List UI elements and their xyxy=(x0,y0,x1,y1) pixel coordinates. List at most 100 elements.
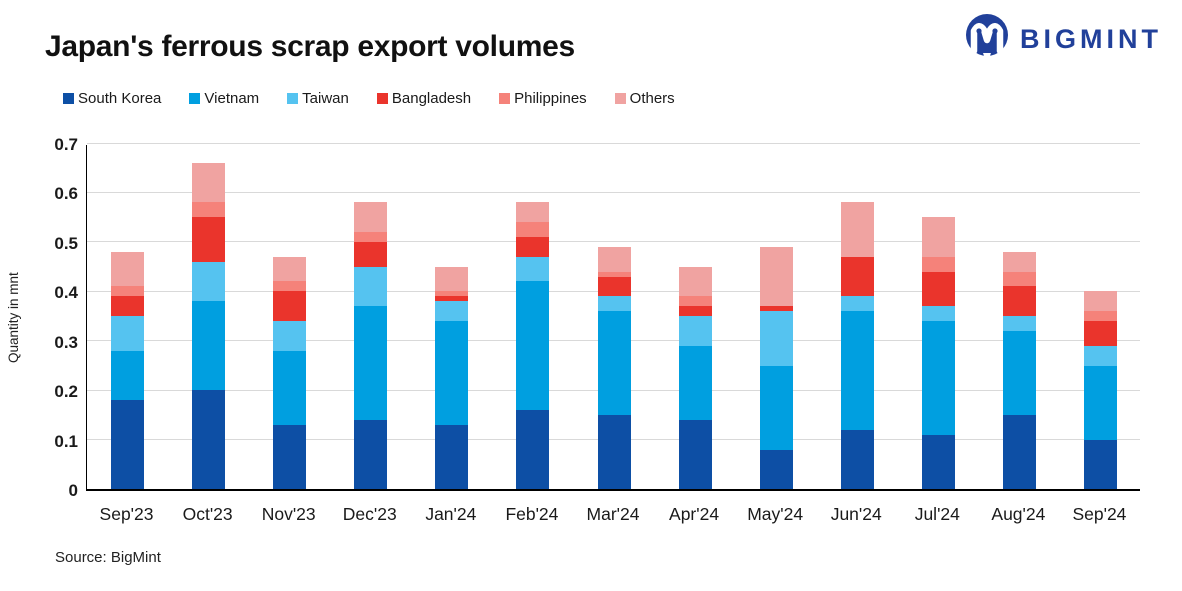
bar-segment-south-korea xyxy=(759,449,793,489)
legend-label: South Korea xyxy=(78,90,162,107)
bar-sep-23 xyxy=(111,251,145,489)
bar-sep-24 xyxy=(1083,291,1117,489)
bar-segment-others xyxy=(111,251,145,287)
bar-segment-philippines xyxy=(597,271,631,277)
x-tick-label: Apr'24 xyxy=(669,504,720,524)
y-tick-label: 0.1 xyxy=(54,431,78,451)
bar-segment-south-korea xyxy=(273,424,307,489)
x-tick-label: Sep'24 xyxy=(1072,504,1127,524)
bar-segment-bangladesh xyxy=(759,306,793,312)
x-tick-label: May'24 xyxy=(747,504,804,524)
bar-segment-taiwan xyxy=(597,296,631,312)
bar-segment-philippines xyxy=(111,286,145,297)
x-tick-label: Nov'23 xyxy=(261,504,316,524)
y-tick-label: 0.7 xyxy=(54,135,78,154)
bar-segment-others xyxy=(597,246,631,272)
y-tick-label: 0.3 xyxy=(54,332,78,352)
legend-item-philippines: Philippines xyxy=(499,90,587,107)
bar-segment-vietnam xyxy=(597,311,631,415)
legend-item-south-korea: South Korea xyxy=(63,90,161,107)
x-tick-label: Feb'24 xyxy=(505,504,559,524)
bar-mar-24 xyxy=(597,246,631,489)
bar-segment-bangladesh xyxy=(1083,321,1117,346)
bar-segment-taiwan xyxy=(840,296,874,312)
legend-item-taiwan: Taiwan xyxy=(287,90,349,107)
legend-swatch xyxy=(614,93,626,104)
y-tick-label: 0.5 xyxy=(54,233,78,253)
bar-segment-taiwan xyxy=(273,320,307,351)
bar-segment-others xyxy=(435,266,469,292)
bar-segment-others xyxy=(840,202,874,257)
bar-segment-bangladesh xyxy=(435,296,469,302)
bar-segment-south-korea xyxy=(921,434,955,489)
legend-swatch xyxy=(63,93,74,104)
bigmint-logo-text: BIGMINT xyxy=(1020,23,1162,54)
bar-segment-bangladesh xyxy=(516,236,550,257)
bar-segment-vietnam xyxy=(273,350,307,425)
bar-segment-taiwan xyxy=(1083,345,1117,366)
x-tick-label: Oct'23 xyxy=(182,504,233,524)
y-tick-label: 0.2 xyxy=(54,382,78,402)
bar-segment-south-korea xyxy=(1002,414,1036,489)
bar-segment-vietnam xyxy=(111,350,145,400)
chart-legend: South Korea Vietnam Taiwan Bangladesh Philip… xyxy=(63,90,675,107)
y-tick-label: 0.4 xyxy=(54,283,78,303)
bar-segment-south-korea xyxy=(435,424,469,489)
legend-swatch xyxy=(287,93,299,104)
bar-segment-vietnam xyxy=(435,320,469,425)
bar-segment-philippines xyxy=(1002,271,1036,287)
bar-segment-taiwan xyxy=(921,306,955,321)
bar-segment-others xyxy=(921,217,955,257)
bar-segment-philippines xyxy=(921,256,955,272)
plot-area xyxy=(86,142,1140,491)
bar-segment-bangladesh xyxy=(678,306,712,317)
bar-jul-24 xyxy=(921,217,955,489)
legend-item-others: Others xyxy=(614,90,675,107)
bar-jan-24 xyxy=(435,266,469,489)
bar-segment-others xyxy=(1083,291,1117,312)
bar-segment-others xyxy=(1002,251,1036,272)
y-tick-label: 0.6 xyxy=(54,184,78,204)
bar-segment-bangladesh xyxy=(273,291,307,321)
bar-segment-philippines xyxy=(354,232,388,242)
bar-segment-bangladesh xyxy=(840,256,874,297)
bar-segment-south-korea xyxy=(1083,439,1117,489)
bar-dec-23 xyxy=(354,202,388,489)
legend-label: Vietnam xyxy=(204,90,260,107)
bar-segment-south-korea xyxy=(840,429,874,489)
bar-segment-philippines xyxy=(273,281,307,292)
x-tick-label: Jun'24 xyxy=(830,504,882,524)
bar-segment-south-korea xyxy=(678,419,712,489)
bar-segment-vietnam xyxy=(840,311,874,430)
bar-segment-philippines xyxy=(435,291,469,297)
gridline xyxy=(87,241,1140,243)
bar-segment-vietnam xyxy=(921,320,955,435)
legend-label: Philippines xyxy=(514,90,587,107)
bar-segment-bangladesh xyxy=(192,217,226,262)
bar-segment-vietnam xyxy=(1083,365,1117,440)
gridline xyxy=(87,142,1140,144)
bar-segment-taiwan xyxy=(759,311,793,366)
legend-swatch xyxy=(499,93,511,104)
bar-segment-philippines xyxy=(1083,311,1117,322)
bar-segment-others xyxy=(759,246,793,307)
bar-feb-24 xyxy=(516,202,550,489)
bar-segment-others xyxy=(192,162,226,203)
bar-apr-24 xyxy=(678,266,712,489)
bar-segment-bangladesh xyxy=(1002,286,1036,317)
bar-segment-others xyxy=(678,266,712,297)
x-tick-label: Jul'24 xyxy=(914,504,960,524)
bar-segment-vietnam xyxy=(1002,330,1036,415)
bar-segment-philippines xyxy=(192,202,226,218)
legend-item-vietnam: Vietnam xyxy=(189,90,259,107)
bigmint-logo-icon xyxy=(966,14,1008,64)
bar-may-24 xyxy=(759,246,793,489)
bar-segment-taiwan xyxy=(354,266,388,307)
legend-label: Others xyxy=(629,90,675,107)
bar-segment-south-korea xyxy=(354,419,388,489)
bar-segment-south-korea xyxy=(516,409,550,489)
bar-segment-philippines xyxy=(678,296,712,307)
bar-segment-bangladesh xyxy=(111,296,145,317)
page-title: Japan's ferrous scrap export volumes xyxy=(45,30,575,63)
